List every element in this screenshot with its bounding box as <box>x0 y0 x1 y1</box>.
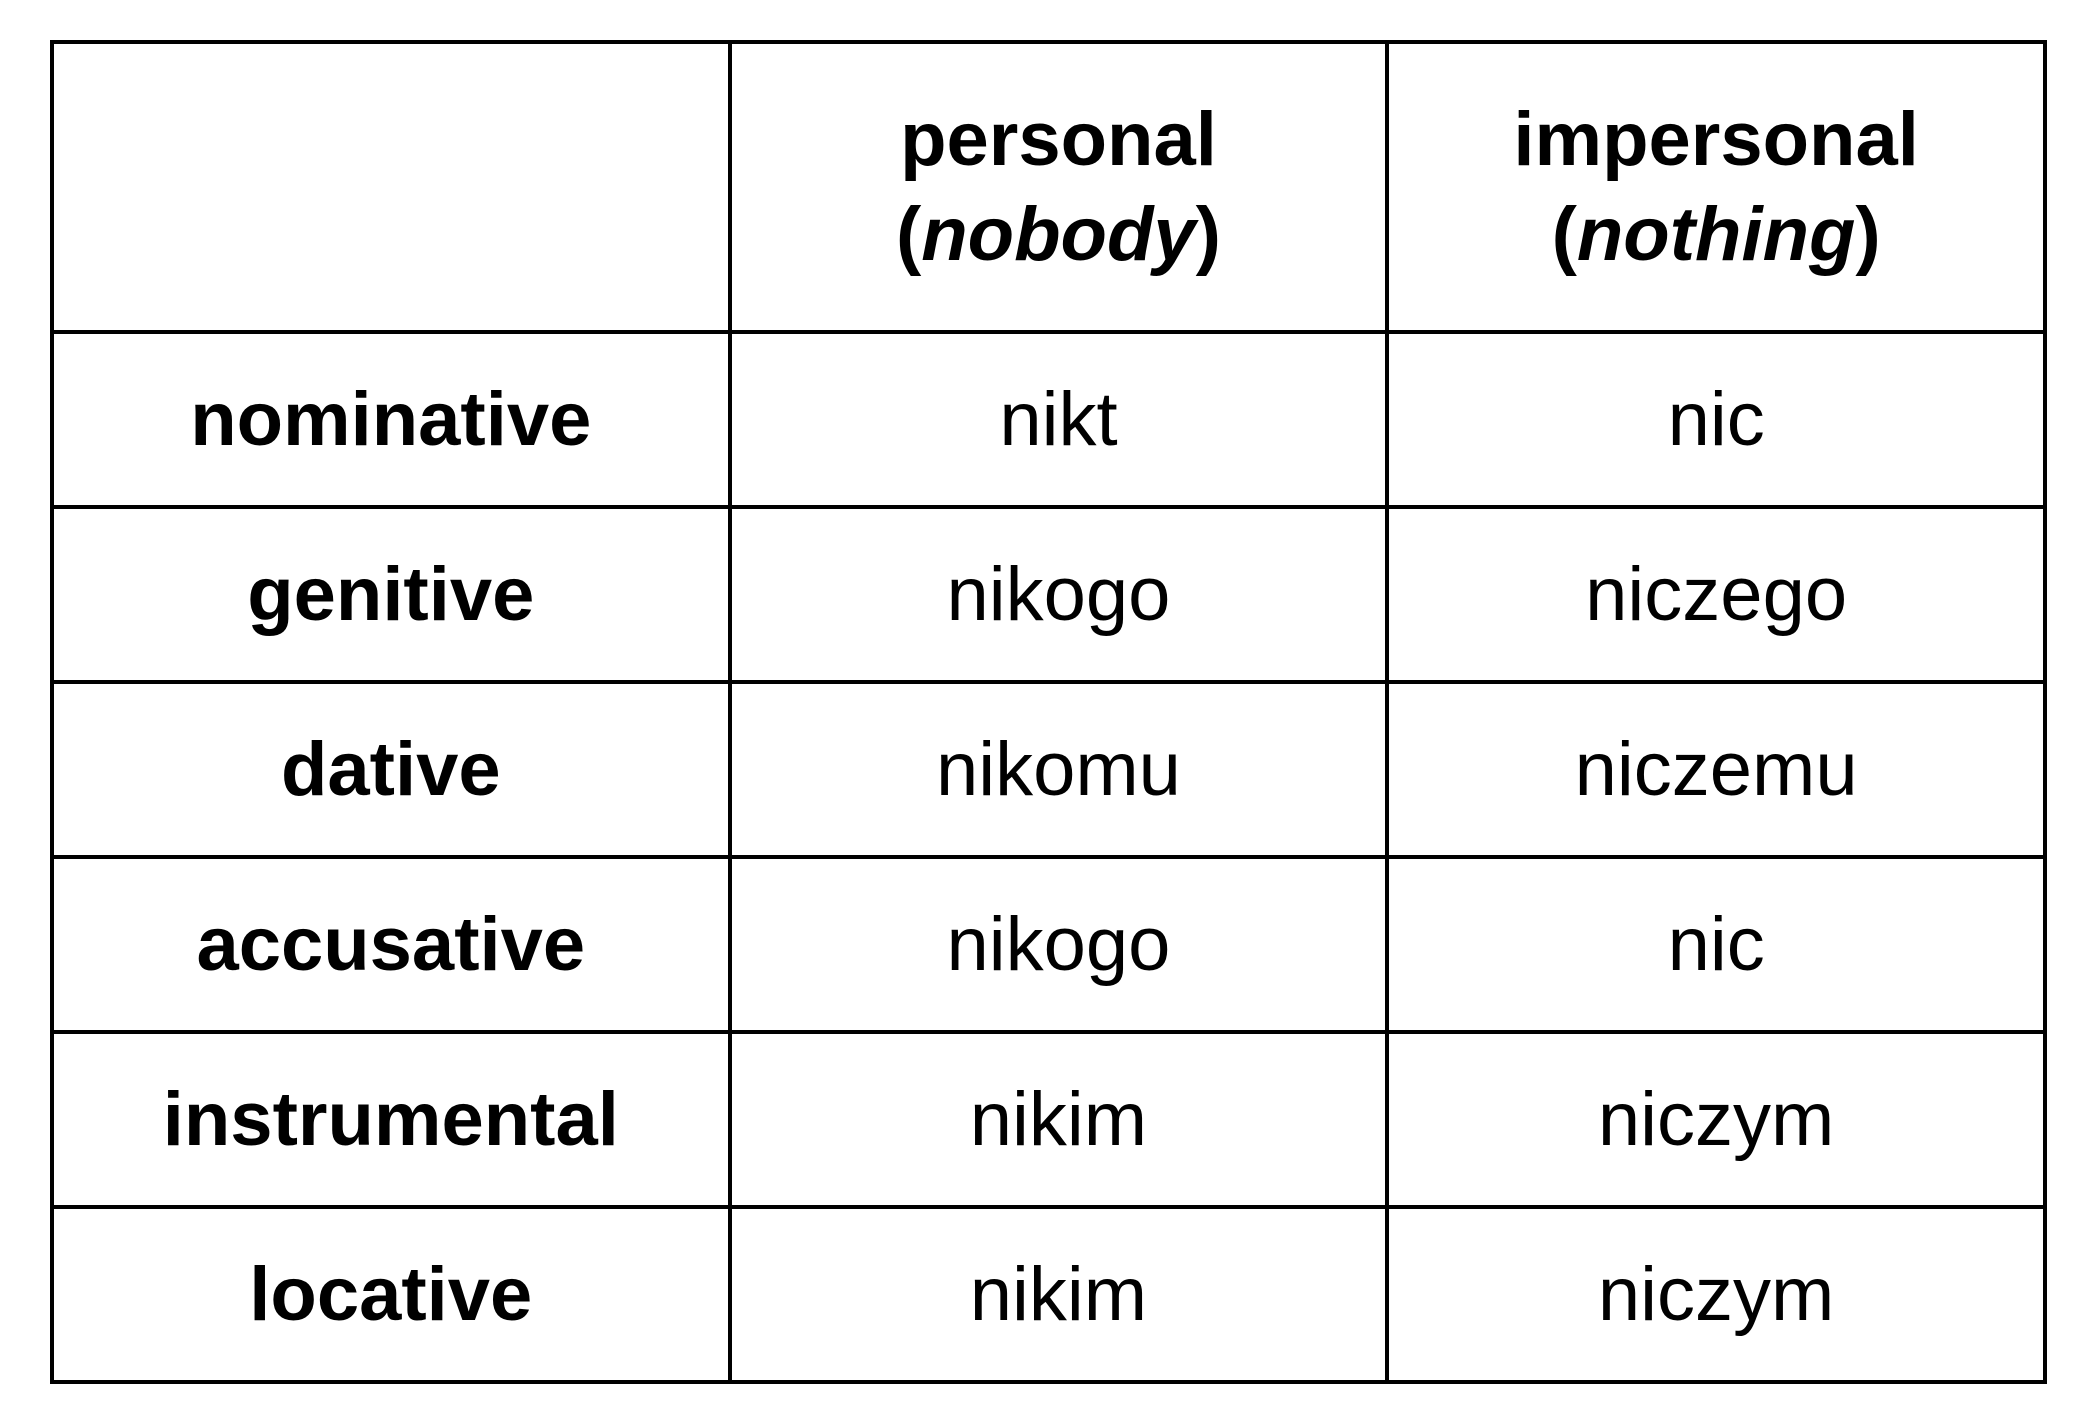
cell-personal: nikogo <box>730 507 1388 682</box>
cell-personal: nikim <box>730 1032 1388 1207</box>
table-row: locative nikim niczym <box>52 1207 2045 1382</box>
case-label: nominative <box>52 332 730 507</box>
header-personal-line1: personal <box>752 92 1366 187</box>
paren-close: ) <box>1855 192 1880 277</box>
header-impersonal-line2: (nothing) <box>1409 187 2023 282</box>
cell-impersonal: nic <box>1387 332 2045 507</box>
cell-personal: nikomu <box>730 682 1388 857</box>
cell-impersonal: niczego <box>1387 507 2045 682</box>
case-label: genitive <box>52 507 730 682</box>
table-container: personal (nobody) impersonal (nothing) n… <box>0 0 2097 1424</box>
header-impersonal-gloss: nothing <box>1577 192 1856 277</box>
case-label: locative <box>52 1207 730 1382</box>
table-row: dative nikomu niczemu <box>52 682 2045 857</box>
table-row: instrumental nikim niczym <box>52 1032 2045 1207</box>
cell-personal: nikim <box>730 1207 1388 1382</box>
table-row: accusative nikogo nic <box>52 857 2045 1032</box>
cell-impersonal: nic <box>1387 857 2045 1032</box>
cell-impersonal: niczemu <box>1387 682 2045 857</box>
cell-impersonal: niczym <box>1387 1207 2045 1382</box>
case-label: accusative <box>52 857 730 1032</box>
cell-personal: nikogo <box>730 857 1388 1032</box>
declension-table: personal (nobody) impersonal (nothing) n… <box>50 40 2047 1384</box>
cell-impersonal: niczym <box>1387 1032 2045 1207</box>
paren-open: ( <box>896 192 921 277</box>
cell-personal: nikt <box>730 332 1388 507</box>
header-personal-line2: (nobody) <box>752 187 1366 282</box>
header-impersonal-line1: impersonal <box>1409 92 2023 187</box>
table-row: nominative nikt nic <box>52 332 2045 507</box>
header-impersonal: impersonal (nothing) <box>1387 42 2045 332</box>
case-label: dative <box>52 682 730 857</box>
table-header-row: personal (nobody) impersonal (nothing) <box>52 42 2045 332</box>
table-row: genitive nikogo niczego <box>52 507 2045 682</box>
paren-close: ) <box>1196 192 1221 277</box>
case-label: instrumental <box>52 1032 730 1207</box>
header-blank <box>52 42 730 332</box>
header-personal: personal (nobody) <box>730 42 1388 332</box>
paren-open: ( <box>1552 192 1577 277</box>
header-personal-gloss: nobody <box>921 192 1195 277</box>
